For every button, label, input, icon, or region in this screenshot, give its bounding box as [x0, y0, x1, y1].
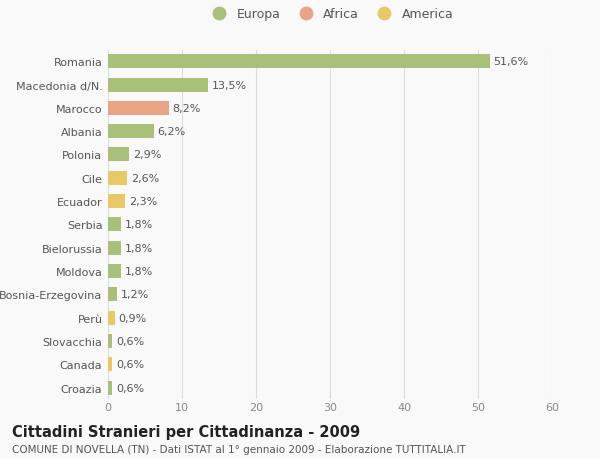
Bar: [108, 101, 169, 116]
Text: 2,3%: 2,3%: [129, 196, 157, 207]
Text: 8,2%: 8,2%: [172, 104, 201, 114]
Text: 2,6%: 2,6%: [131, 174, 159, 184]
Bar: [108, 311, 115, 325]
Bar: [108, 148, 130, 162]
Bar: [108, 334, 112, 348]
Bar: [108, 381, 112, 395]
Bar: [108, 358, 112, 371]
Text: 0,6%: 0,6%: [116, 336, 144, 346]
Bar: [108, 218, 121, 232]
Text: 2,9%: 2,9%: [133, 150, 161, 160]
Text: 13,5%: 13,5%: [212, 80, 247, 90]
Text: 6,2%: 6,2%: [158, 127, 186, 137]
Bar: [108, 125, 154, 139]
Text: 51,6%: 51,6%: [494, 57, 529, 67]
Text: 1,8%: 1,8%: [125, 220, 153, 230]
Bar: [108, 171, 127, 185]
Text: 1,8%: 1,8%: [125, 266, 153, 276]
Text: 1,2%: 1,2%: [121, 290, 149, 300]
Bar: [108, 78, 208, 92]
Bar: [108, 55, 490, 69]
Text: COMUNE DI NOVELLA (TN) - Dati ISTAT al 1° gennaio 2009 - Elaborazione TUTTITALIA: COMUNE DI NOVELLA (TN) - Dati ISTAT al 1…: [12, 444, 466, 454]
Bar: [108, 288, 117, 302]
Text: 1,8%: 1,8%: [125, 243, 153, 253]
Legend: Europa, Africa, America: Europa, Africa, America: [207, 8, 453, 21]
Text: 0,6%: 0,6%: [116, 359, 144, 369]
Bar: [108, 241, 121, 255]
Text: 0,9%: 0,9%: [118, 313, 146, 323]
Bar: [108, 264, 121, 279]
Text: Cittadini Stranieri per Cittadinanza - 2009: Cittadini Stranieri per Cittadinanza - 2…: [12, 425, 360, 440]
Text: 0,6%: 0,6%: [116, 383, 144, 393]
Bar: [108, 195, 125, 209]
